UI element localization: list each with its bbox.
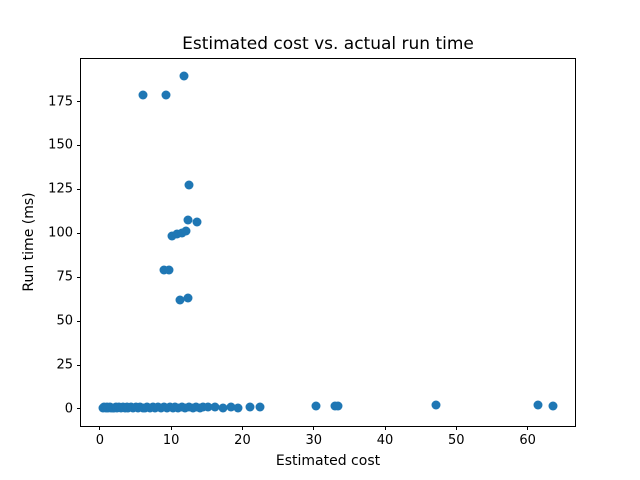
x-tick-label: 10: [162, 433, 180, 448]
x-axis-label: Estimated cost: [275, 453, 381, 469]
x-tick-label: 60: [519, 433, 536, 448]
x-tick-mark: [384, 426, 386, 430]
data-point: [218, 403, 228, 413]
x-tick-mark: [527, 426, 529, 430]
data-point: [311, 401, 321, 411]
data-point: [175, 295, 185, 305]
data-point: [181, 226, 191, 236]
y-tick-label: 50: [56, 313, 73, 329]
data-point: [548, 401, 558, 411]
y-tick-mark: [77, 276, 81, 278]
data-point: [233, 403, 243, 413]
data-point: [431, 400, 441, 410]
data-point: [161, 90, 171, 100]
data-point: [138, 90, 148, 100]
y-tick-label: 175: [48, 94, 73, 109]
x-tick-label: 30: [305, 433, 323, 448]
data-point: [183, 293, 193, 303]
data-point: [192, 217, 202, 227]
data-point: [210, 402, 220, 412]
y-tick-label: 125: [48, 181, 73, 197]
data-point: [255, 402, 265, 412]
data-point: [245, 402, 255, 412]
x-tick-mark: [99, 426, 101, 430]
data-point: [179, 71, 189, 81]
x-tick-label: 50: [448, 433, 465, 448]
y-tick-mark: [77, 232, 81, 234]
y-tick-label: 100: [48, 225, 73, 241]
y-tick-mark: [77, 101, 81, 102]
x-tick-mark: [313, 426, 315, 430]
data-point: [183, 215, 193, 225]
data-point: [184, 180, 194, 190]
y-tick-mark: [77, 144, 81, 146]
data-point: [226, 402, 236, 412]
y-tick-label: 150: [48, 137, 73, 153]
y-tick-mark: [77, 188, 81, 190]
x-tick-mark: [241, 426, 243, 430]
x-tick-label: 40: [376, 433, 394, 448]
data-point: [333, 401, 343, 411]
y-axis-label: Run time (ms): [21, 192, 37, 292]
data-point: [533, 400, 543, 410]
y-tick-label: 0: [64, 401, 73, 417]
x-tick-mark: [170, 426, 172, 430]
x-tick-label: 20: [234, 433, 251, 448]
data-point: [167, 231, 177, 241]
data-point: [172, 229, 182, 239]
data-point: [164, 265, 174, 275]
y-tick-mark: [77, 408, 81, 410]
plot-area: 0 10 20 30 40 50 60 0 25 50 75 100 125 150 175: [48, 58, 576, 447]
chart-title: Estimated cost vs. actual run time: [182, 34, 474, 54]
y-tick-label: 25: [56, 357, 73, 373]
x-tick-mark: [455, 426, 457, 430]
y-tick-label: 75: [56, 269, 73, 285]
y-tick-mark: [77, 320, 81, 322]
x-tick-label: 0: [95, 433, 105, 448]
data-point: [159, 265, 169, 275]
data-point: [203, 402, 213, 412]
y-tick-mark: [77, 364, 81, 366]
